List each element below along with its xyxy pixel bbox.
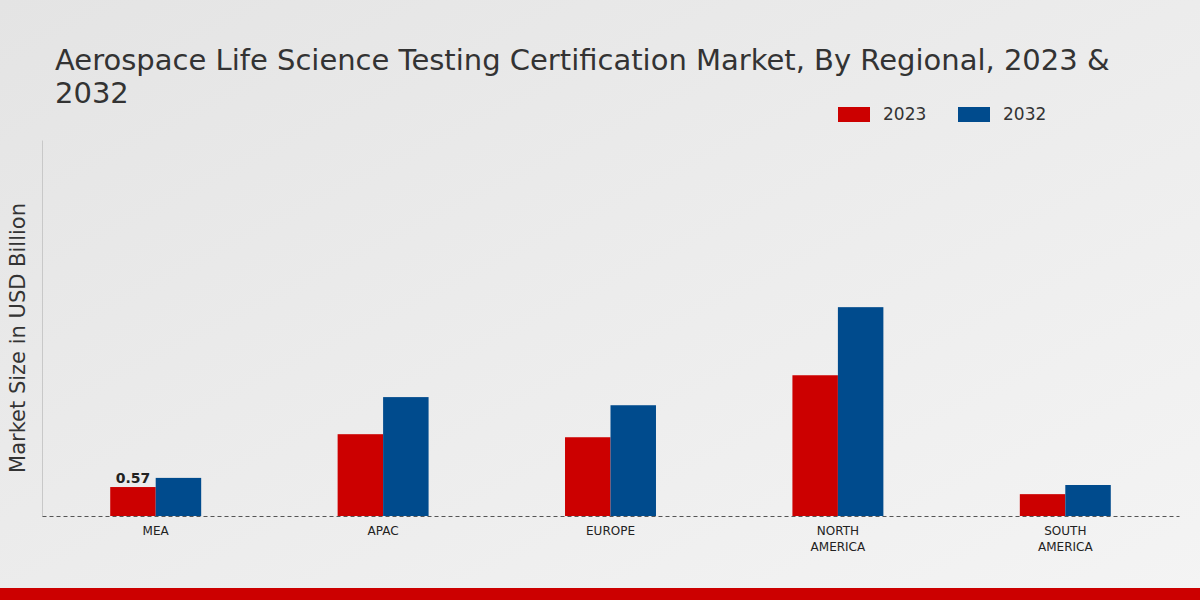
y-axis-line [42, 141, 43, 517]
legend-label: 2023 [883, 104, 926, 124]
x-tick-label: MEA [143, 524, 170, 538]
x-tick: SOUTH AMERICA [1038, 516, 1093, 554]
background [0, 0, 1200, 600]
x-tick-label-line: AMERICA [1038, 540, 1093, 554]
x-tick-label: EUROPE [586, 524, 635, 538]
y-axis-title: Market Size in USD Billion [6, 203, 30, 473]
legend-label: 2032 [1003, 104, 1046, 124]
data-label: 0.57 [116, 470, 151, 486]
x-tick: APAC [368, 516, 399, 538]
bar [383, 397, 428, 516]
x-axis: MEA APAC EUROPE NORTH AMERICA SOUTH AMERICA [43, 516, 1180, 554]
footer-bar [0, 588, 1200, 600]
title: Aerospace Life Science Testing Certifica… [55, 43, 1110, 110]
bar [110, 487, 155, 516]
x-tick: NORTH AMERICA [811, 516, 866, 554]
title-line: Aerospace Life Science Testing Certifica… [55, 43, 1110, 77]
bar [338, 434, 383, 516]
bar [565, 437, 610, 516]
bar [1020, 494, 1065, 516]
title-line: 2032 [55, 76, 129, 110]
x-axis-line [43, 516, 1180, 517]
bar [156, 478, 201, 516]
y-axis [42, 141, 43, 517]
data-labels: 0.57 [116, 470, 151, 486]
x-tick: MEA [143, 516, 170, 538]
legend-swatch [958, 107, 990, 122]
bars [110, 307, 1111, 516]
x-tick: EUROPE [586, 516, 635, 538]
bar [1065, 485, 1110, 516]
x-tick-label-line: NORTH [817, 524, 859, 538]
x-tick-label: SOUTH AMERICA [1038, 524, 1093, 554]
x-tick-label: NORTH AMERICA [811, 524, 866, 554]
bar [792, 375, 837, 516]
chart: Aerospace Life Science Testing Certifica… [0, 0, 1200, 600]
bar [838, 307, 883, 516]
x-tick-label: APAC [368, 524, 399, 538]
legend-swatch [838, 107, 870, 122]
x-tick-label-line: SOUTH [1044, 524, 1086, 538]
x-tick-label-line: AMERICA [811, 540, 866, 554]
legend: 2023 2032 [838, 104, 1046, 124]
bar [611, 405, 656, 516]
